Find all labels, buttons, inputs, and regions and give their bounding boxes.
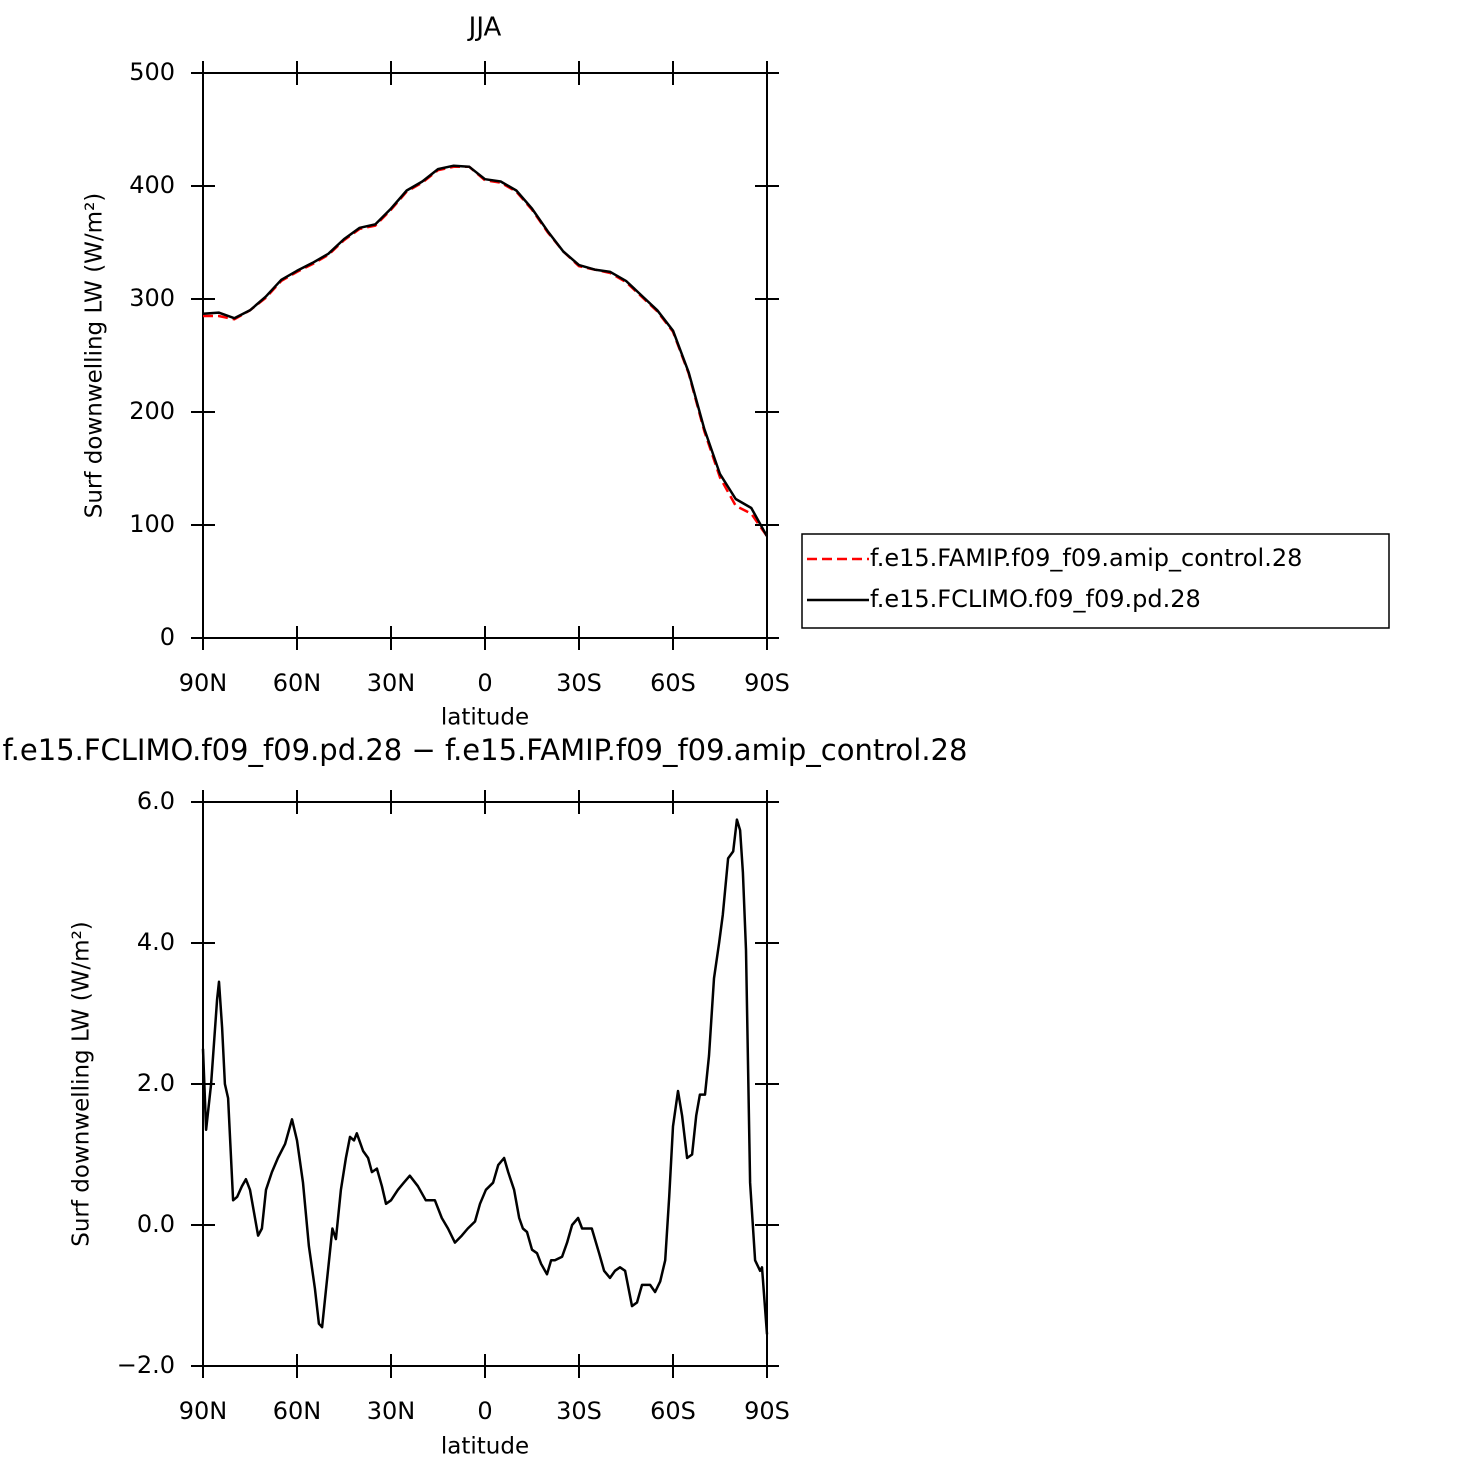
legend-label: f.e15.FAMIP.f09_f09.amip_control.28 bbox=[870, 544, 1302, 572]
y-tick-label: 100 bbox=[129, 510, 175, 538]
x-tick-label: 0 bbox=[477, 1397, 492, 1425]
legend-label: f.e15.FCLIMO.f09_f09.pd.28 bbox=[870, 585, 1201, 613]
y-tick-label: 6.0 bbox=[137, 787, 175, 815]
x-tick-label: 30N bbox=[367, 669, 416, 697]
y-tick-label: −2.0 bbox=[117, 1351, 175, 1379]
data-line bbox=[203, 165, 769, 538]
x-axis-label: latitude bbox=[441, 705, 529, 731]
x-tick-label: 60N bbox=[273, 1397, 322, 1425]
y-tick-label: 4.0 bbox=[137, 928, 175, 956]
x-tick-label: 90N bbox=[179, 1397, 228, 1425]
data-line bbox=[201, 818, 769, 1335]
chart-title: f.e15.FCLIMO.f09_f09.pd.28 − f.e15.FAMIP… bbox=[3, 733, 968, 767]
x-tick-label: 90S bbox=[744, 1397, 790, 1425]
plot-frame bbox=[202, 801, 768, 1367]
y-tick-label: 400 bbox=[129, 171, 175, 199]
y-axis-label: Surf downwelling LW (W/m²) bbox=[82, 193, 108, 519]
legend-box bbox=[801, 533, 1390, 629]
y-tick-label: 500 bbox=[129, 58, 175, 86]
y-tick-label: 0.0 bbox=[137, 1210, 175, 1238]
chart-title: JJA bbox=[467, 13, 502, 43]
x-tick-label: 90N bbox=[179, 669, 228, 697]
y-tick-label: 200 bbox=[129, 397, 175, 425]
y-tick-label: 0 bbox=[160, 623, 175, 651]
x-axis-label: latitude bbox=[441, 1434, 529, 1460]
x-tick-label: 30S bbox=[556, 1397, 602, 1425]
x-tick-label: 60S bbox=[650, 1397, 696, 1425]
y-axis-label: Surf downwelling LW (W/m²) bbox=[69, 921, 95, 1247]
data-line bbox=[202, 164, 769, 537]
x-tick-label: 60N bbox=[273, 669, 322, 697]
x-tick-label: 0 bbox=[477, 669, 492, 697]
x-tick-label: 30N bbox=[367, 1397, 416, 1425]
y-tick-label: 2.0 bbox=[137, 1069, 175, 1097]
x-tick-label: 90S bbox=[744, 669, 790, 697]
x-tick-label: 30S bbox=[556, 669, 602, 697]
y-tick-label: 300 bbox=[129, 284, 175, 312]
x-tick-label: 60S bbox=[650, 669, 696, 697]
